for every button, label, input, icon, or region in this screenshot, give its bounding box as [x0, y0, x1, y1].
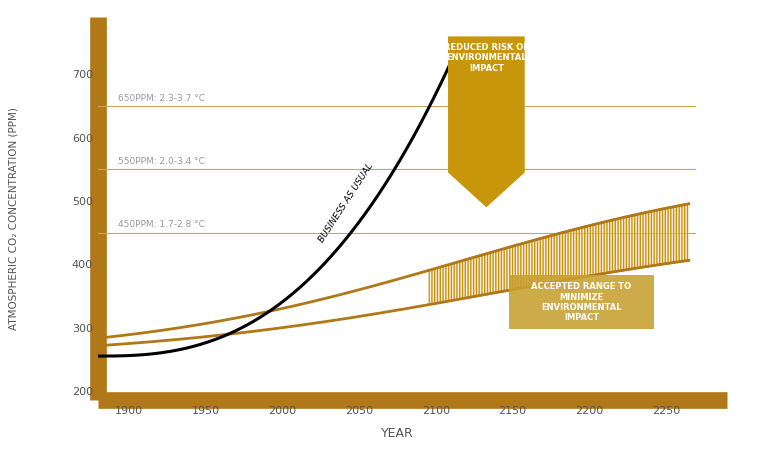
FancyBboxPatch shape	[509, 275, 654, 329]
Text: 550PPM: 2.0-3.4 °C: 550PPM: 2.0-3.4 °C	[118, 157, 205, 166]
Text: 650PPM: 2.3-3.7 °C: 650PPM: 2.3-3.7 °C	[118, 94, 205, 103]
Y-axis label: ATMOSPHERIC CO₂ CONCENTRATION (PPM): ATMOSPHERIC CO₂ CONCENTRATION (PPM)	[9, 107, 19, 330]
Text: BUSINESS AS USUAL: BUSINESS AS USUAL	[317, 162, 375, 244]
X-axis label: YEAR: YEAR	[381, 427, 414, 440]
Text: ACCEPTED RANGE TO
MINIMIZE
ENVIRONMENTAL
IMPACT: ACCEPTED RANGE TO MINIMIZE ENVIRONMENTAL…	[531, 282, 631, 323]
Text: REDUCED RISK OF
ENVIRONMENTAL
IMPACT: REDUCED RISK OF ENVIRONMENTAL IMPACT	[444, 43, 529, 72]
FancyArrow shape	[448, 36, 525, 207]
Text: 450PPM: 1.7-2.8 °C: 450PPM: 1.7-2.8 °C	[118, 221, 205, 229]
